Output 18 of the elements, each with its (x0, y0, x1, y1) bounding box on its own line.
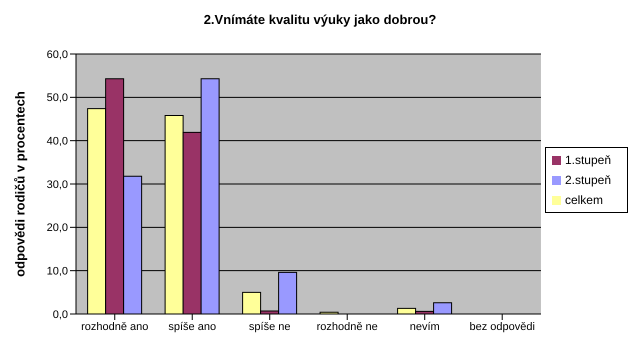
x-tick-label: rozhodně ne (316, 320, 378, 333)
y-tick-label: 60,0 (46, 48, 68, 61)
x-tick-label: nevím (410, 320, 440, 333)
legend-label: 1.stupeň (564, 153, 611, 167)
x-tick-label: spíše ne (248, 320, 291, 333)
chart-title: 2.Vnímáte kvalitu výuky jako dobrou? (202, 12, 438, 27)
y-tick-label: 0,0 (52, 308, 68, 321)
y-tick-label: 10,0 (46, 266, 68, 278)
legend-label: 2.stupeň (564, 173, 611, 187)
y-tick-label: 50,0 (46, 92, 68, 104)
y-axis-title: odpovědi rodičů v procentech (12, 91, 28, 277)
legend-label: celkem (564, 193, 603, 207)
y-tick-label: 20,0 (46, 222, 68, 234)
x-tick-label: spíše ano (168, 320, 216, 333)
y-tick-label: 40,0 (46, 136, 68, 148)
x-tick-label: bez odpovědi (469, 320, 535, 333)
x-tick-label: rozhodně ano (81, 320, 148, 333)
y-tick-label: 30,0 (46, 178, 68, 191)
